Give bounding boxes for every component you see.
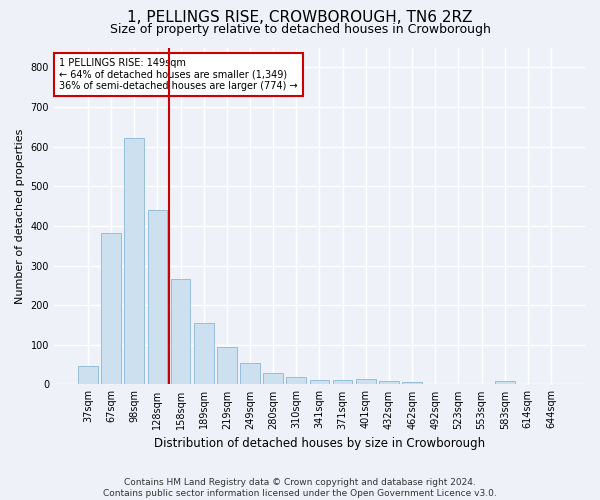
Bar xyxy=(495,382,515,384)
Bar xyxy=(356,379,376,384)
Y-axis label: Number of detached properties: Number of detached properties xyxy=(15,128,25,304)
Bar xyxy=(310,380,329,384)
Text: 1, PELLINGS RISE, CROWBOROUGH, TN6 2RZ: 1, PELLINGS RISE, CROWBOROUGH, TN6 2RZ xyxy=(127,10,473,25)
Bar xyxy=(78,366,98,384)
Text: 1 PELLINGS RISE: 149sqm
← 64% of detached houses are smaller (1,349)
36% of semi: 1 PELLINGS RISE: 149sqm ← 64% of detache… xyxy=(59,58,298,91)
Bar xyxy=(333,380,352,384)
Text: Size of property relative to detached houses in Crowborough: Size of property relative to detached ho… xyxy=(110,22,490,36)
Text: Contains HM Land Registry data © Crown copyright and database right 2024.
Contai: Contains HM Land Registry data © Crown c… xyxy=(103,478,497,498)
Bar xyxy=(379,382,399,384)
Bar xyxy=(194,323,214,384)
Bar xyxy=(263,374,283,384)
Bar xyxy=(170,280,190,384)
Bar xyxy=(148,210,167,384)
Bar xyxy=(402,382,422,384)
Bar xyxy=(240,362,260,384)
Bar xyxy=(124,138,144,384)
Bar xyxy=(286,378,306,384)
Bar xyxy=(217,347,236,385)
Bar xyxy=(101,232,121,384)
X-axis label: Distribution of detached houses by size in Crowborough: Distribution of detached houses by size … xyxy=(154,437,485,450)
